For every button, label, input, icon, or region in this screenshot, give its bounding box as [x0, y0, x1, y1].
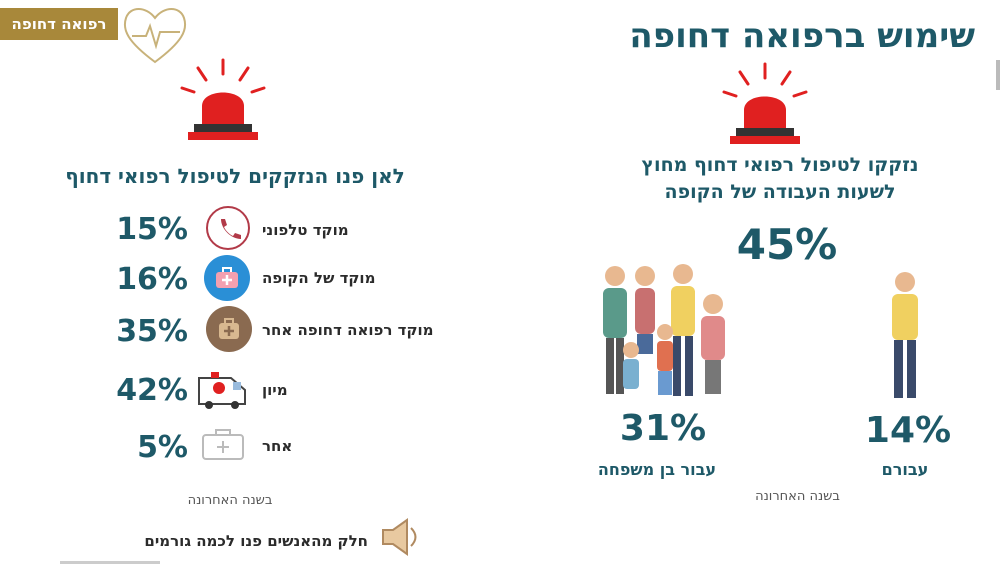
item-value: 5% [137, 430, 188, 465]
siren-icon [180, 58, 266, 140]
footnote: חלק מהאנשים פנו לכמה גורמים [144, 532, 368, 550]
self-label: עבורם [881, 460, 929, 479]
speaker-icon [382, 518, 417, 556]
title: שימוש ברפואה דחופה [629, 16, 975, 56]
item-label: מיון [262, 381, 288, 399]
family-illustration [603, 264, 725, 396]
badge: רפואה דחופה [0, 8, 118, 40]
self-value: 14% [864, 410, 952, 451]
item-label: מוקד טלפוני [262, 221, 349, 239]
heart-icon [123, 8, 187, 64]
item-value: 42% [116, 373, 188, 408]
family-label: עבור בן משפחה [597, 460, 717, 479]
item-value: 35% [116, 314, 188, 349]
right-heading: נזקקו לטיפול רפואי דחוף מחוץ לשעות העבוד… [590, 152, 970, 206]
phone-icon [206, 206, 250, 250]
item-label: אחר [262, 437, 293, 455]
case-icon [202, 429, 244, 460]
heading-line: לשעות העבודה של הקופה [664, 181, 896, 203]
edge-mark [996, 60, 1000, 90]
family-value: 31% [619, 408, 707, 449]
kit-icon [206, 306, 252, 352]
left-note: בשנה האחרונה [187, 493, 273, 508]
right-note: בשנה האחרונה [755, 489, 840, 504]
left-heading: לאן פנו הנזקקים לטיפול רפואי דחוף [65, 164, 405, 188]
person-illustration [892, 272, 918, 398]
clinic-icon [204, 255, 250, 301]
item-value: 16% [116, 262, 188, 297]
heading-line: נזקקו לטיפול רפואי דחוף מחוץ [641, 154, 919, 176]
item-value: 15% [116, 212, 188, 247]
item-label: מוקד של הקופה [262, 269, 376, 287]
bottom-line [60, 561, 160, 564]
total-value: 45% [736, 220, 838, 269]
item-label: מוקד רפואה דחופה אחר [262, 321, 434, 339]
siren-icon [722, 62, 808, 144]
ambulance-icon [198, 372, 246, 409]
